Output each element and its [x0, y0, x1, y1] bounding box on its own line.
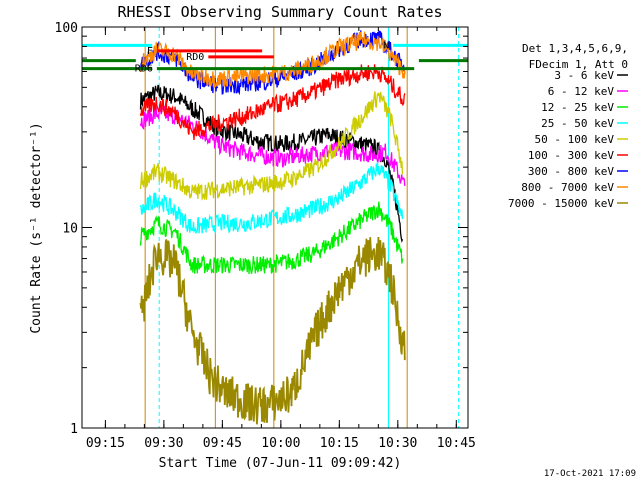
legend-entry-label: 100 - 300 keV — [528, 149, 614, 162]
x-axis-label: Start Time (07-Jun-11 09:09:42) — [159, 456, 402, 471]
series-line — [139, 64, 406, 140]
y-tick-label: 1 — [70, 422, 78, 437]
y-tick-label: 10 — [62, 222, 78, 237]
series-line — [139, 91, 404, 201]
annotation-bar-label: RD6 — [135, 64, 153, 75]
legend-entry-label: 25 - 50 keV — [541, 117, 614, 130]
x-tick-label: 09:15 — [86, 436, 125, 451]
legend-entry-label: 6 - 12 keV — [548, 85, 615, 98]
chart-title: RHESSI Observing Summary Count Rates — [117, 3, 442, 21]
series-line — [139, 236, 406, 425]
legend-entry-label: 50 - 100 keV — [535, 133, 615, 146]
legend-entry-label: 12 - 25 keV — [541, 101, 614, 114]
legend-header: FDecim 1, Att 0 — [529, 58, 628, 71]
legend-entry-label: 3 - 6 keV — [554, 69, 614, 82]
y-tick-label: 100 — [55, 21, 78, 36]
x-tick-label: 10:15 — [320, 436, 359, 451]
timestamp: 17-Oct-2021 17:09 — [544, 469, 636, 479]
x-tick-label: 10:30 — [378, 436, 417, 451]
x-tick-label: 10:00 — [261, 436, 300, 451]
legend-entry-label: 800 - 7000 keV — [521, 181, 614, 194]
annotation-bar-label: N — [383, 40, 389, 51]
legend-entry-label: 7000 - 15000 keV — [508, 197, 614, 210]
series-line — [139, 201, 404, 275]
annotation-bar-label: RD0 — [186, 52, 204, 63]
x-tick-label: 09:30 — [144, 436, 183, 451]
annotation-bar-label: F — [147, 46, 153, 57]
legend-header: Det 1,3,4,5,6,9, — [522, 42, 628, 55]
x-tick-label: 10:45 — [437, 436, 476, 451]
x-tick-label: 09:45 — [203, 436, 242, 451]
series-line — [139, 161, 404, 235]
series-line — [139, 84, 404, 243]
y-axis-label: Count Rate (s⁻¹ detector⁻¹) — [29, 122, 44, 333]
series-line — [139, 31, 406, 89]
legend-entry-label: 300 - 800 keV — [528, 165, 614, 178]
